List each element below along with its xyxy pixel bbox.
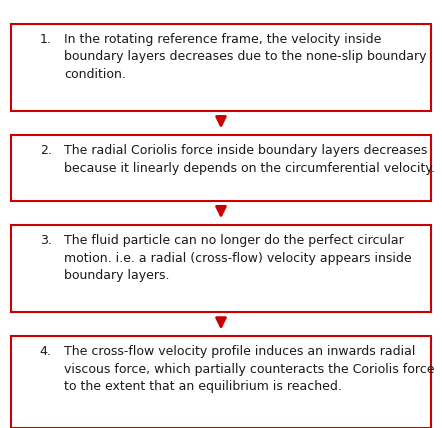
Text: 4.: 4. [40,345,52,358]
Text: The cross-flow velocity profile induces an inwards radial
viscous force, which p: The cross-flow velocity profile induces … [64,345,434,393]
Text: The fluid particle can no longer do the perfect circular
motion. i.e. a radial (: The fluid particle can no longer do the … [64,234,412,282]
Text: In the rotating reference frame, the velocity inside
boundary layers decreases d: In the rotating reference frame, the vel… [64,33,427,81]
Text: The radial Coriolis force inside boundary layers decreases
because it linearly d: The radial Coriolis force inside boundar… [64,144,435,175]
Text: 2.: 2. [40,144,52,157]
FancyBboxPatch shape [11,135,431,201]
Text: 1.: 1. [40,33,52,46]
FancyBboxPatch shape [11,225,431,312]
Text: 3.: 3. [40,234,52,247]
FancyBboxPatch shape [11,336,431,428]
FancyBboxPatch shape [11,24,431,111]
